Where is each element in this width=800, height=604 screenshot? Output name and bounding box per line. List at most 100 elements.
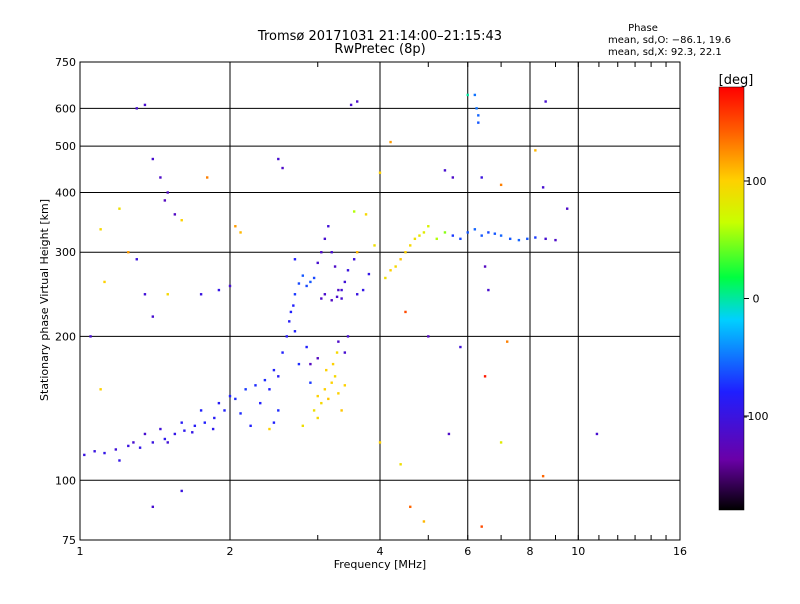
data-point: [477, 121, 480, 124]
data-point: [309, 381, 312, 384]
data-point: [143, 432, 147, 436]
data-point: [228, 284, 232, 288]
data-point: [159, 427, 162, 431]
data-point: [320, 251, 323, 254]
data-point: [193, 424, 197, 428]
data-point: [288, 320, 291, 323]
data-point: [316, 357, 319, 360]
y-tick-label: 300: [55, 246, 76, 259]
data-point: [517, 238, 521, 242]
data-point: [422, 520, 426, 523]
data-point: [544, 100, 547, 103]
data-point: [138, 446, 142, 449]
colorbar-tick-label: 100: [746, 175, 767, 188]
x-axis-label: Frequency [MHz]: [334, 558, 426, 571]
data-point: [301, 274, 305, 277]
data-point: [333, 375, 337, 378]
x-tick-label: 6: [464, 545, 471, 558]
data-point: [418, 234, 421, 237]
data-point: [384, 276, 387, 280]
data-point: [114, 448, 118, 451]
data-point: [272, 368, 276, 372]
data-point: [541, 474, 545, 478]
data-point: [330, 381, 333, 384]
data-point: [211, 427, 215, 431]
data-point: [103, 280, 106, 284]
data-point: [281, 166, 284, 170]
x-tick-label: 1: [77, 545, 84, 558]
data-point: [277, 409, 280, 412]
x-tick-label: 4: [377, 545, 384, 558]
data-point: [389, 140, 392, 144]
data-point: [323, 293, 327, 296]
data-point: [217, 288, 221, 292]
data-point: [466, 93, 469, 97]
data-point: [268, 427, 271, 431]
data-point: [595, 432, 599, 436]
y-tick-label: 400: [55, 186, 76, 199]
data-point: [473, 93, 477, 97]
data-point: [480, 234, 483, 237]
data-point: [483, 265, 487, 268]
chart-subtitle: RwPretec (8p): [334, 42, 425, 57]
data-point: [320, 401, 323, 405]
data-point: [166, 441, 169, 444]
data-point: [268, 388, 271, 391]
data-point: [534, 149, 537, 152]
data-point: [281, 351, 284, 354]
stats-heading: Phase: [628, 23, 658, 34]
data-point: [435, 237, 438, 241]
data-point: [173, 213, 177, 216]
data-point: [337, 392, 340, 395]
data-point: [459, 237, 462, 241]
data-point: [499, 183, 503, 187]
data-point: [118, 207, 121, 210]
data-point: [228, 394, 232, 398]
data-point: [103, 451, 106, 455]
data-point: [151, 505, 155, 509]
data-point: [135, 258, 138, 261]
data-point: [477, 114, 480, 117]
data-point: [135, 107, 138, 110]
data-point: [309, 362, 312, 366]
data-point: [312, 409, 316, 412]
data-point: [355, 100, 359, 103]
data-point: [234, 397, 237, 401]
data-point: [337, 288, 340, 292]
data-point: [223, 409, 226, 412]
y-axis-label: Stationary phase Virtual Height [km]: [38, 199, 51, 401]
data-point: [493, 232, 497, 235]
y-tick-label: 100: [55, 474, 76, 487]
data-point: [343, 351, 347, 354]
data-point: [343, 280, 347, 284]
data-point: [239, 231, 242, 234]
data-point: [259, 401, 262, 405]
data-point: [327, 225, 330, 228]
data-point: [327, 397, 330, 401]
data-point: [352, 210, 356, 213]
data-point: [99, 228, 102, 231]
data-point: [349, 103, 353, 107]
data-point: [277, 375, 280, 378]
data-point: [340, 288, 343, 292]
data-point: [277, 157, 280, 161]
data-point: [508, 237, 512, 241]
data-point: [183, 429, 186, 432]
data-point: [143, 103, 147, 107]
data-point: [272, 421, 276, 424]
data-point: [249, 424, 252, 428]
data-point: [199, 409, 203, 412]
x-tick-label: 10: [571, 545, 585, 558]
data-point: [289, 310, 293, 314]
x-tick-label: 8: [527, 545, 534, 558]
data-point: [297, 282, 301, 285]
data-point: [316, 394, 319, 398]
data-point: [305, 345, 308, 349]
data-point: [263, 378, 267, 382]
data-point: [340, 297, 343, 300]
stats-line-x: mean, sd,X: 92.3, 22.1: [608, 47, 722, 58]
data-point: [378, 171, 382, 174]
data-point: [217, 401, 221, 405]
data-points: [83, 93, 599, 528]
